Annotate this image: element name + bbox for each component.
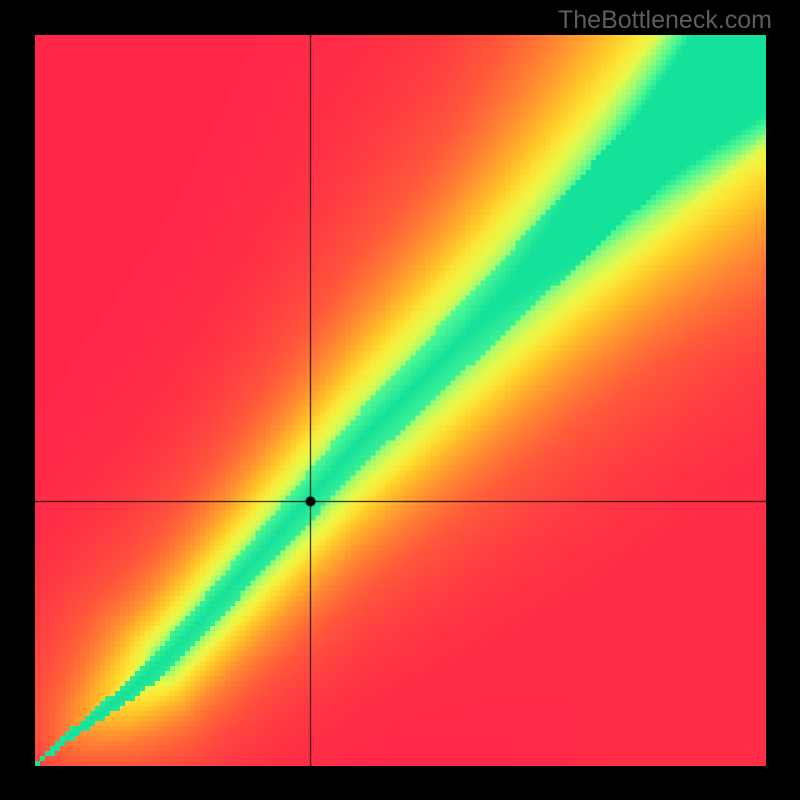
watermark-text: TheBottleneck.com [558,6,772,35]
crosshair-overlay [35,35,766,766]
